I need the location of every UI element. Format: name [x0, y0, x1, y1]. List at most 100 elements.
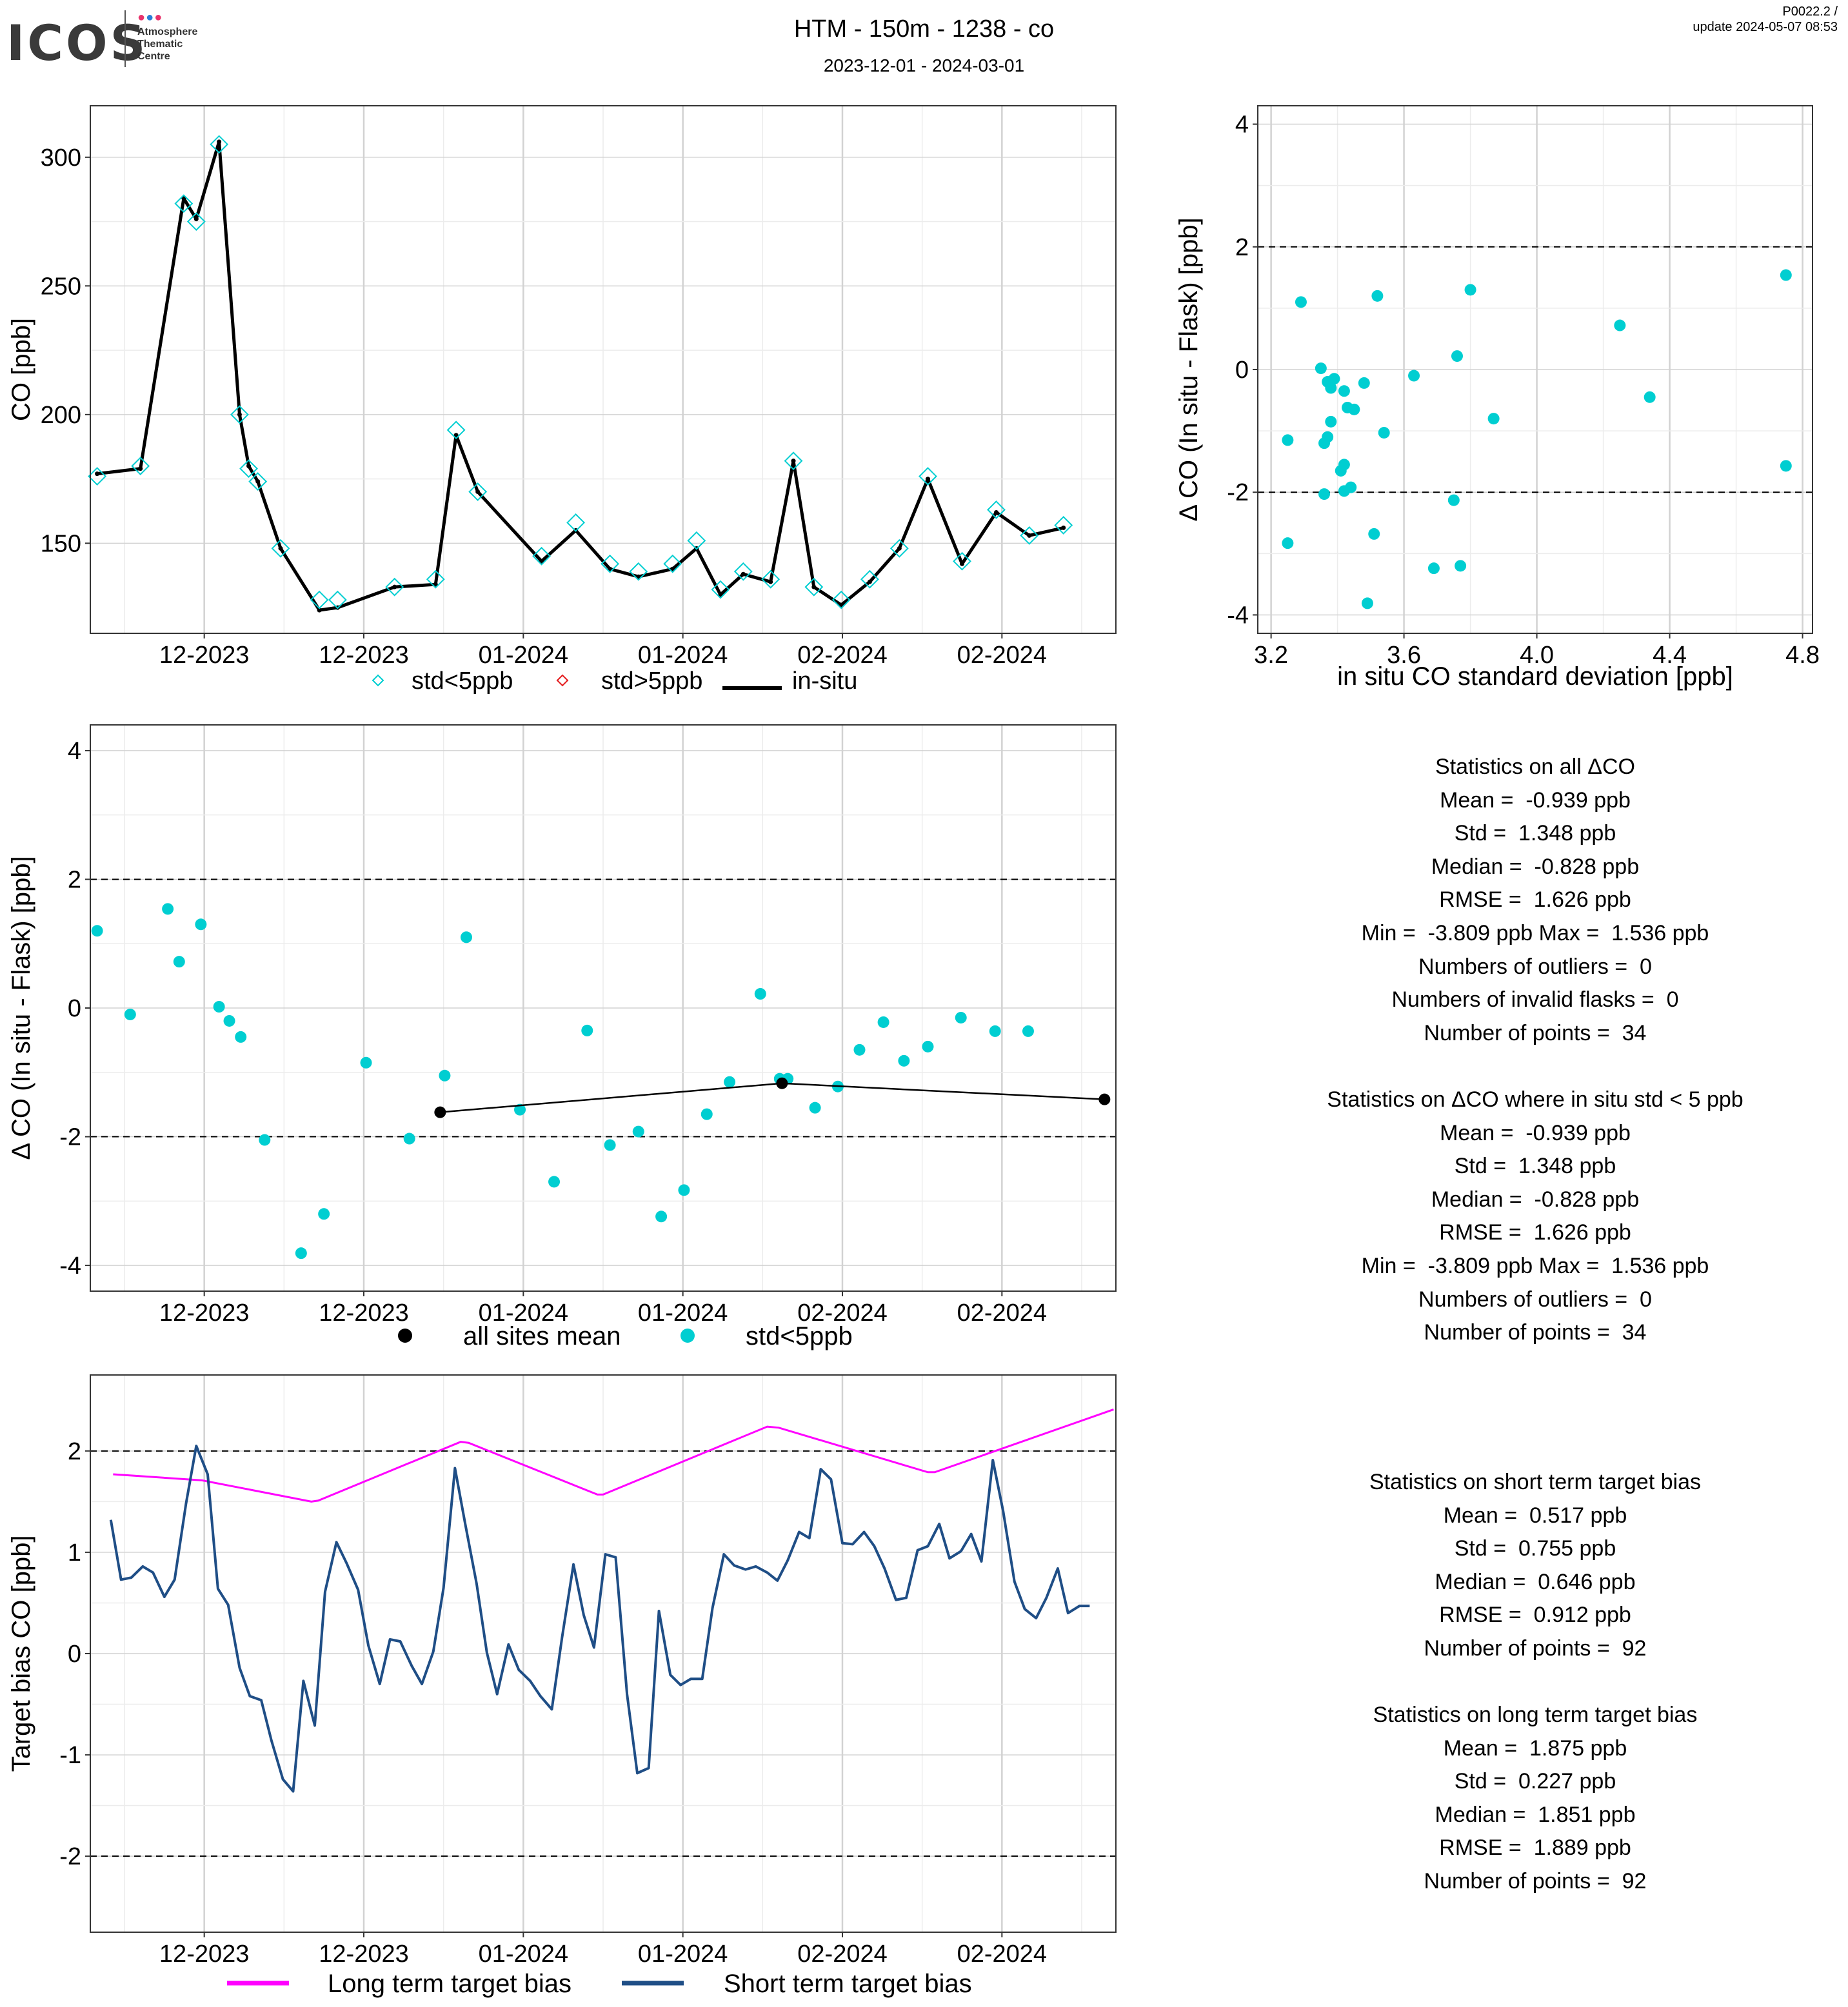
stats-points: Number of points = 92 — [1424, 1636, 1647, 1661]
logo-sub-line: Atmosphere — [137, 26, 198, 37]
in-situ-point — [718, 592, 723, 597]
delta-point — [1455, 560, 1467, 572]
stats-std: Std = 0.227 ppb — [1454, 1769, 1616, 1794]
delta-point — [1315, 362, 1327, 375]
delta-timeseries-chart: -4 -2 0 2 4 12-2023 12-2023 01-2024 01-2024 02-2… — [7, 724, 1117, 1350]
in-situ-point — [740, 571, 746, 577]
in-situ-point — [1061, 525, 1066, 530]
y-tick-label: 0 — [68, 995, 81, 1022]
long-term-bias-series — [113, 1408, 1114, 1503]
flask-diamond — [804, 577, 824, 597]
flask-diamond — [601, 554, 620, 573]
y-tick-label: 2 — [1235, 234, 1249, 261]
delta-point — [1427, 562, 1440, 575]
flask-diamond — [271, 539, 290, 558]
delta-point — [1780, 269, 1792, 281]
y-tick-label: 0 — [68, 1641, 81, 1668]
delta-point — [1295, 296, 1307, 308]
legend-swatch-dot-black — [398, 1329, 412, 1343]
x-tick-label: 02-2024 — [957, 1300, 1047, 1327]
y-axis-label: CO [ppb] — [7, 318, 35, 421]
flask-diamond — [711, 580, 730, 599]
legend-label: all sites mean — [463, 1322, 621, 1350]
stats-std: Std = 1.348 ppb — [1454, 1154, 1616, 1179]
x-tick-label: 01-2024 — [638, 1300, 728, 1327]
logo-wordmark: ICOS — [6, 14, 148, 72]
x-ticks: 12-2023 12-2023 01-2024 01-2024 02-2024 02-20… — [159, 1291, 1047, 1327]
all-sites-mean-line — [440, 1082, 1105, 1113]
stats-points: Number of points = 34 — [1424, 1020, 1647, 1045]
delta-point — [295, 1247, 307, 1260]
x-tick-label: 01-2024 — [638, 642, 728, 669]
x-axis-label: in situ CO standard deviation [ppb] — [1337, 662, 1733, 691]
stats-minmax: Min = -3.809 ppb Max = 1.536 ppb — [1361, 920, 1709, 945]
in-situ-point — [791, 459, 796, 464]
in-situ-point — [539, 559, 544, 564]
plot-frame — [90, 724, 1117, 1292]
x-ticks: 3.2 3.6 4.0 4.4 4.8 — [1254, 633, 1820, 669]
delta-point — [1371, 290, 1384, 302]
flask-diamond — [629, 562, 648, 581]
in-situ-point — [636, 574, 641, 579]
delta-point — [955, 1011, 967, 1023]
delta-point — [1644, 391, 1656, 403]
in-situ-point — [897, 546, 902, 551]
legend-swatch-diamond-red — [556, 674, 569, 687]
short-term-bias-series — [109, 1444, 1090, 1793]
delta-point — [439, 1069, 451, 1082]
y-ticks: 150 200 250 300 — [41, 144, 90, 557]
y-tick-label: -2 — [1227, 479, 1249, 506]
in-situ-point — [317, 608, 322, 613]
delta-point — [853, 1043, 866, 1056]
flask-diamond — [987, 500, 1006, 519]
delta-point — [1464, 284, 1476, 296]
delta-point — [1282, 434, 1294, 446]
delta-point — [318, 1208, 330, 1220]
stats-std-filtered-delta: Statistics on ΔCO where in situ std < 5 … — [1213, 1083, 1848, 1350]
delta-point — [898, 1054, 910, 1067]
in-situ-point — [246, 464, 252, 469]
stats-rmse: RMSE = 0.912 ppb — [1439, 1603, 1631, 1628]
std-lt-5ppb-series — [91, 903, 1034, 1260]
all-sites-mean-point — [1098, 1093, 1111, 1105]
in-situ-point — [926, 477, 930, 482]
y-tick-label: 150 — [41, 530, 81, 557]
delta-point — [360, 1056, 372, 1069]
y-ticks: -2 -1 0 1 2 — [59, 1438, 90, 1870]
y-tick-label: -4 — [59, 1252, 81, 1280]
x-tick-label: 12-2023 — [319, 1300, 408, 1327]
x-tick-label: 02-2024 — [797, 642, 887, 669]
in-situ-point — [392, 584, 397, 589]
delta-point — [403, 1132, 415, 1145]
y-ticks: -4 -2 0 2 4 — [59, 738, 90, 1280]
delta-point — [1318, 488, 1330, 500]
flask-diamond — [426, 569, 445, 589]
std-lt-5ppb-series — [88, 135, 1073, 609]
stats-mean: Mean = 0.517 ppb — [1443, 1503, 1627, 1528]
x-tick-label: 01-2024 — [638, 1941, 728, 1968]
y-tick-label: 0 — [1235, 357, 1249, 384]
plot-frame — [90, 105, 1117, 634]
stats-std: Std = 1.348 ppb — [1454, 821, 1616, 846]
flask-diamond — [468, 482, 488, 501]
grid — [90, 106, 1116, 633]
flask-diamond — [385, 577, 404, 597]
in-situ-point — [839, 602, 844, 608]
stats-title: Statistics on short term target bias — [1369, 1470, 1701, 1494]
stats-mean: Mean = -0.939 ppb — [1440, 787, 1631, 813]
legend-swatch-dot-cyan — [681, 1329, 695, 1343]
plot-frame — [90, 1374, 1117, 1933]
x-tick-label: 02-2024 — [957, 642, 1047, 669]
delta-point — [1378, 426, 1390, 439]
date-range: 2023-12-01 - 2024-03-01 — [823, 55, 1025, 75]
delta-point — [655, 1211, 668, 1223]
grid — [90, 725, 1116, 1291]
long-term-bias-line — [113, 1408, 1114, 1503]
y-tick-label: -1 — [59, 1742, 81, 1769]
in-situ-point — [608, 566, 613, 571]
delta-vs-std-chart: -4 -2 0 2 4 3.2 3.6 4.0 4.4 4.8 Δ CO (In situ - … — [1175, 105, 1820, 691]
delta-point — [581, 1024, 593, 1036]
flask-diamond — [919, 467, 937, 486]
delta-scatter-series — [1282, 269, 1792, 609]
stats-median: Median = 0.646 ppb — [1435, 1569, 1636, 1594]
